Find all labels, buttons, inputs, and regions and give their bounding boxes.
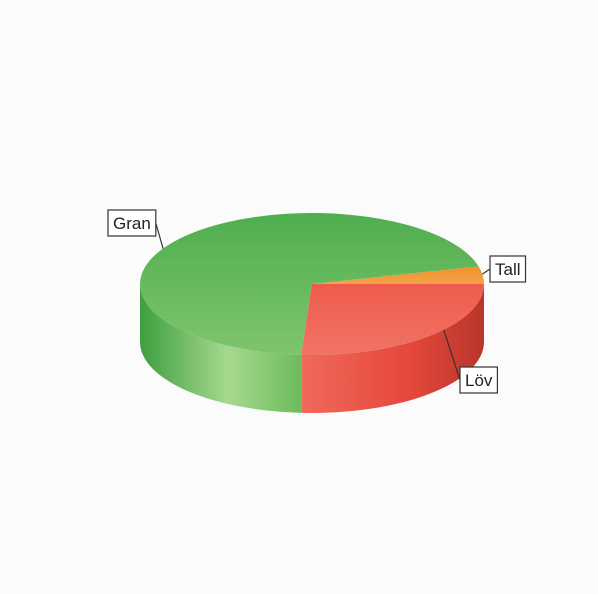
slice-label-box	[489, 255, 527, 283]
pie-side-lov	[301, 284, 484, 413]
slice-label-box	[107, 209, 157, 237]
slice-label-box	[459, 366, 499, 394]
pie-slice-tall[interactable]	[312, 266, 484, 284]
pie-side-gran	[140, 284, 302, 413]
slice-label-gran: Gran	[107, 209, 164, 249]
slice-label-text: Löv	[465, 371, 493, 390]
leader-line	[155, 222, 164, 249]
slice-label-text: Gran	[113, 214, 151, 233]
pie-slice-gran[interactable]	[140, 212, 479, 355]
pie-slice-lov[interactable]	[301, 284, 484, 355]
slice-label-lov: Löv	[443, 329, 499, 394]
leader-line	[481, 268, 491, 275]
leader-line	[443, 329, 461, 381]
slice-label-tall: Tall	[481, 255, 527, 283]
slice-label-text: Tall	[495, 260, 521, 279]
